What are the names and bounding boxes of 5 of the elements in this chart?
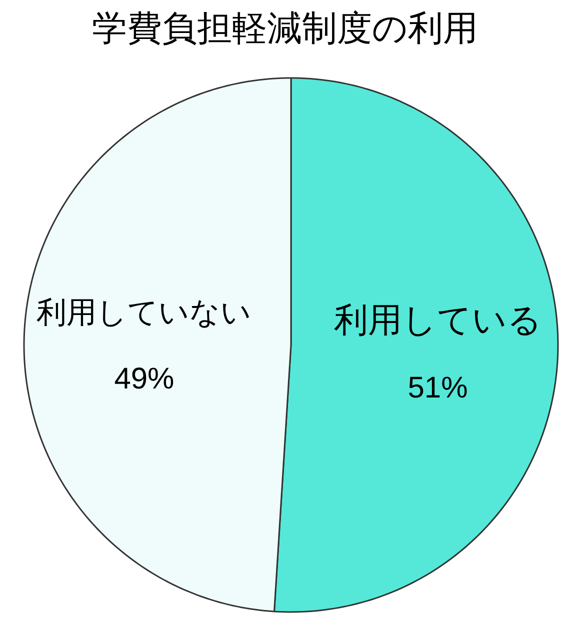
data-label: 49%: [114, 362, 174, 396]
slice-label: 利用している: [334, 302, 542, 340]
chart-title: 学費負担軽減制度の利用: [92, 9, 478, 48]
slice-label: 利用していない: [36, 296, 252, 330]
data-label: 51%: [408, 372, 468, 405]
